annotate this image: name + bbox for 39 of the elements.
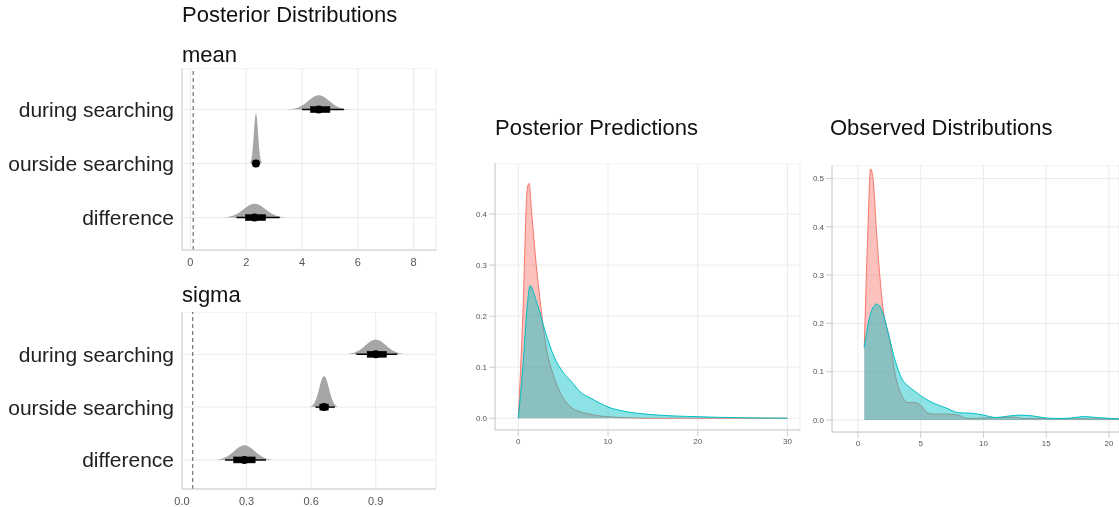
x-tick-label: 0	[516, 436, 522, 446]
x-tick-label: 20	[1104, 438, 1114, 448]
y-tick-label: 0.0	[812, 415, 825, 425]
y-tick-label: 0.2	[812, 319, 825, 329]
y-tick-label: during searching	[18, 98, 174, 122]
x-tick-label: 15	[1041, 438, 1052, 448]
x-tick-label: 0	[187, 255, 194, 268]
x-tick-label: 30	[782, 436, 793, 446]
x-tick-label: 10	[979, 438, 989, 448]
y-tick-label: ourside searching	[8, 395, 174, 419]
x-tick-label: 0.0	[174, 494, 190, 507]
y-tick-label: difference	[82, 448, 174, 472]
x-tick-label: 0	[855, 438, 861, 448]
y-tick-label: 0.2	[475, 311, 488, 321]
x-tick-label: 5	[918, 438, 924, 448]
x-tick-label: 10	[603, 436, 614, 446]
x-tick-label: 0.9	[368, 494, 384, 507]
chart-title: Posterior Distributions	[182, 2, 398, 28]
y-tick-label: difference	[82, 206, 174, 230]
y-tick-label: during searching	[18, 342, 174, 366]
x-tick-label: 0.3	[238, 494, 255, 507]
x-tick-label: 20	[693, 436, 703, 446]
y-tick-label: 0.4	[812, 222, 825, 232]
x-tick-label: 8	[410, 255, 417, 268]
chart-title: Posterior Predictions	[495, 115, 698, 141]
x-tick-label: 6	[354, 255, 361, 268]
y-tick-label: 0.0	[475, 414, 488, 424]
x-tick-label: 0.6	[303, 494, 319, 507]
x-tick-label: 2	[243, 255, 250, 268]
y-tick-label: ourside searching	[8, 152, 174, 176]
y-tick-label: 0.1	[812, 367, 825, 377]
y-tick-label: 0.4	[475, 209, 488, 219]
chart-title: Observed Distributions	[830, 115, 1053, 141]
y-tick-label: 0.3	[812, 270, 825, 280]
chart-subtitle: mean	[182, 42, 238, 68]
y-tick-label: 0.5	[812, 174, 825, 184]
x-tick-label: 4	[298, 255, 306, 268]
chart-title: sigma	[182, 282, 241, 308]
y-tick-label: 0.1	[475, 363, 488, 373]
